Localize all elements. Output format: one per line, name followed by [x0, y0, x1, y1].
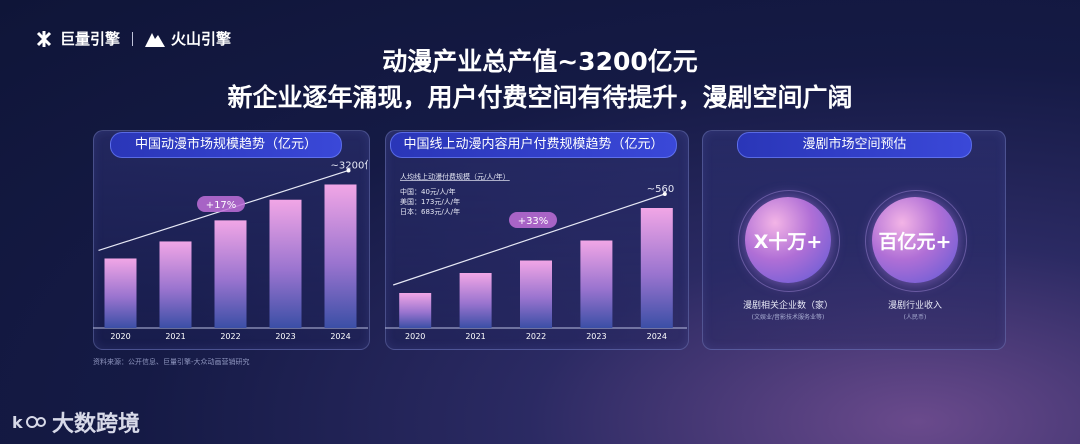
- tick-label-2024: 2024: [330, 332, 350, 341]
- bar-2020: [399, 293, 432, 328]
- market-ring-1: [738, 190, 840, 292]
- bar-2024: [640, 208, 673, 328]
- market-sub-2: (人民币): [903, 314, 927, 321]
- growth-pill: [509, 212, 557, 228]
- market-circle-2: 百亿元+: [872, 197, 958, 283]
- bar-2021: [159, 241, 192, 328]
- panel3-title-pill: 漫剧市场空间预估: [737, 132, 972, 158]
- logo-divider: [132, 31, 134, 46]
- tick-label-2021: 2021: [465, 332, 485, 341]
- bar-2024: [324, 184, 357, 328]
- bar-2021: [459, 273, 492, 328]
- tick-label-2024: 2024: [647, 332, 667, 341]
- tick-label-2023: 2023: [586, 332, 606, 341]
- bar-2023: [269, 199, 302, 328]
- panel1-title-pill: 中国动漫市场规模趋势（亿元）: [110, 132, 342, 158]
- growth-pill: [197, 196, 245, 212]
- inset-title: 人均线上动漫付费规模（元/人/年）: [400, 172, 510, 181]
- market-label-2: 漫剧行业收入: [887, 301, 942, 311]
- inset-row: 日本：683元/人/年: [400, 207, 460, 216]
- market-circle-1: X十万+: [745, 197, 831, 283]
- bar-2022: [520, 260, 552, 328]
- trend-end-dot: [346, 168, 351, 173]
- source-note: 资料来源：公开信息、巨量引擎-大众动画营销研究: [93, 358, 250, 366]
- watermark: k 大数跨境: [12, 406, 140, 438]
- tick-label-2023: 2023: [275, 332, 295, 341]
- watermark-logo-icon: k: [12, 413, 46, 432]
- tick-label-2020: 2020: [110, 332, 130, 341]
- market-ring-2: [865, 190, 967, 292]
- tick-label-2021: 2021: [165, 332, 185, 341]
- page-title: 动漫产业总产值~3200亿元: [382, 47, 698, 76]
- trend-line: [393, 193, 665, 286]
- market-value-2: 百亿元+: [878, 230, 952, 253]
- last-value-label: ~560: [647, 184, 674, 195]
- online-payment-chart: 2020 2021 2022 2023 2024 ~560 +33% 人均线上动漫付费规模（元…: [385, 172, 687, 341]
- last-value-label: ~3200亿: [331, 158, 369, 171]
- tick-label-2022: 2022: [220, 332, 240, 341]
- inset-row: 美国：173元/人/年: [400, 197, 460, 206]
- bar-2020: [104, 258, 137, 328]
- page-subtitle: 新企业逐年涌现，用户付费空间有待提升，漫剧空间广阔: [227, 83, 853, 112]
- volcano-logo-icon: [145, 32, 166, 47]
- panel2-title-pill: 中国线上动漫内容用户付费规模趋势（亿元）: [390, 132, 677, 158]
- inset-row: 中国：40元/人/年: [400, 187, 456, 196]
- market-value-1: X十万+: [753, 230, 823, 253]
- svg-text:k: k: [12, 413, 23, 432]
- juliang-logo-icon: [36, 30, 52, 47]
- market-sub-1: (文娱业/音影技术服务业等): [751, 314, 825, 321]
- watermark-text: 大数跨境: [52, 412, 141, 437]
- growth-label: +33%: [518, 216, 549, 227]
- market-label-1: 漫剧相关企业数（家）: [742, 301, 833, 311]
- growth-label: +17%: [206, 200, 237, 211]
- brand-logo-2: 火山引擎: [171, 30, 232, 48]
- tick-label-2022: 2022: [526, 332, 546, 341]
- trend-end-dot: [662, 192, 667, 196]
- tick-label-2020: 2020: [405, 332, 425, 341]
- brand-logo-1: 巨量引擎: [60, 30, 121, 48]
- animation-market-chart: 2020 2021 2022 2023 2024 ~3200亿 +17%: [93, 158, 369, 341]
- bar-2023: [580, 240, 613, 328]
- brand-logos: 巨量引擎 火山引擎: [34, 28, 231, 49]
- bar-2022: [214, 220, 247, 328]
